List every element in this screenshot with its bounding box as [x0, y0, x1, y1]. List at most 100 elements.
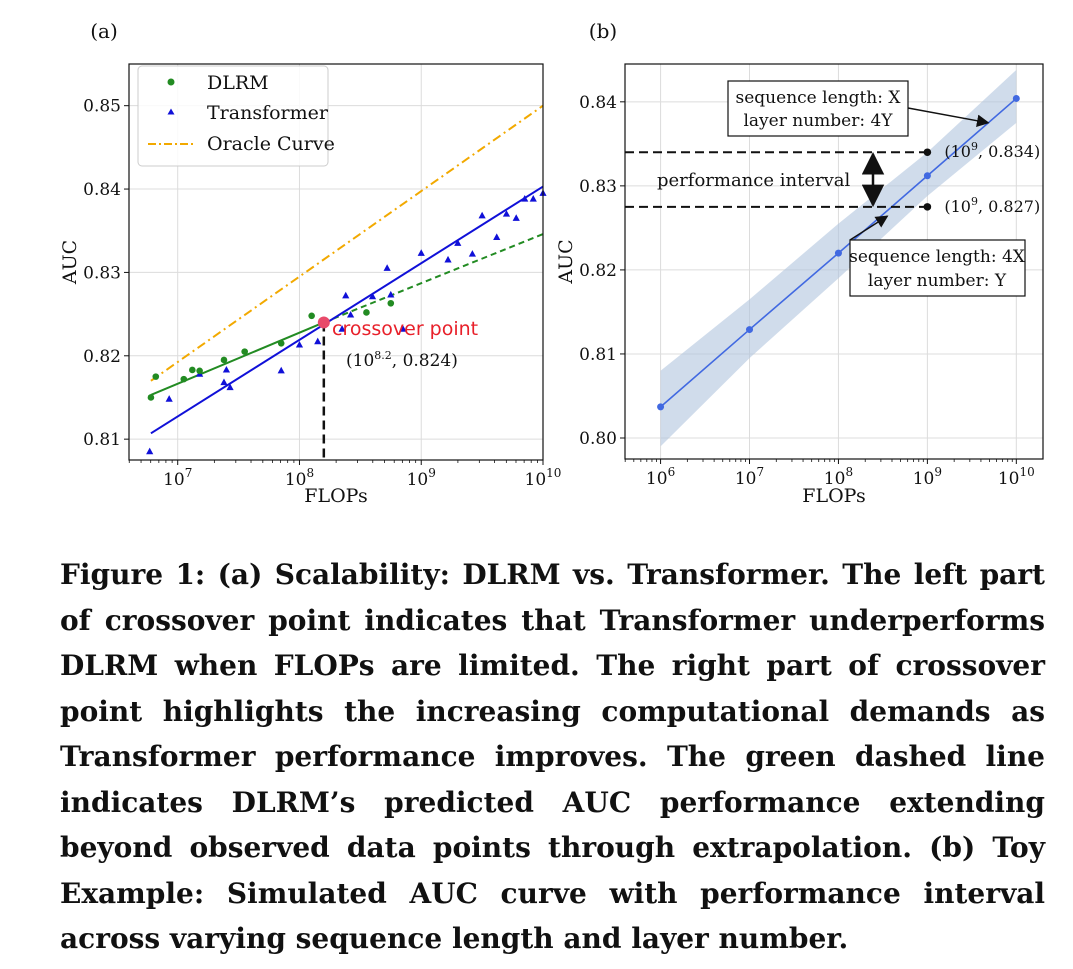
legend-transformer-marker	[167, 108, 175, 115]
legend-dlrm-label: DLRM	[207, 72, 269, 94]
crossover-coordinate-label: (108.2, 0.824)	[346, 349, 458, 371]
dlrm-point	[147, 394, 155, 401]
annotation-bottom-line1: sequence length: 4X	[849, 247, 1026, 267]
annotation-box-bottom: sequence length: 4X layer number: Y	[849, 239, 1026, 297]
y-tick-label: 0.81	[83, 430, 121, 450]
panel-b-ticks: 106 107 108 109 1010 0.80 0.81 0.82 0.83 0.84	[579, 93, 1035, 489]
transformer-point	[521, 195, 529, 202]
panel-b-plot-area: (109, 0.834) (109, 0.827)	[625, 69, 1040, 447]
dlrm-point	[180, 375, 188, 383]
panel-a-legend: DLRM Transformer Oracle Curve	[137, 65, 335, 167]
reference-point-label: (109, 0.834)	[944, 140, 1040, 161]
y-tick-label: 0.80	[579, 429, 617, 449]
legend-transformer-label: Transformer	[207, 102, 329, 124]
auc-curve-point	[1012, 94, 1020, 102]
legend-dlrm-marker	[167, 78, 175, 86]
reference-point	[923, 148, 932, 157]
y-tick-label: 0.81	[579, 345, 617, 365]
panel-a-y-axis-label: AUC	[59, 240, 81, 285]
annotation-bottom-line2: layer number: Y	[868, 271, 1007, 291]
x-tick-label: 108	[285, 466, 314, 490]
transformer-point	[222, 365, 231, 373]
transformer-point	[338, 325, 346, 332]
transformer-point	[502, 210, 511, 217]
transformer-point	[368, 292, 377, 300]
legend-oracle-label: Oracle Curve	[207, 133, 335, 155]
y-tick-label: 0.82	[579, 261, 617, 281]
panel-a-frame	[128, 63, 544, 461]
transformer-point	[226, 383, 234, 391]
panel-b-label: (b)	[589, 19, 617, 43]
y-tick-label: 0.85	[83, 97, 121, 117]
confidence-band	[660, 69, 1017, 447]
dlrm-point	[189, 366, 196, 374]
y-tick-label: 0.83	[83, 263, 121, 283]
dlrm-point	[152, 373, 160, 380]
dlrm-point	[363, 309, 370, 316]
reference-point-label: (109, 0.827)	[944, 195, 1040, 216]
panel-b-frame	[624, 63, 1044, 460]
crossover-point-label: crossover point	[332, 318, 478, 340]
dlrm-point	[387, 299, 395, 307]
dlrm-point	[196, 367, 203, 375]
transformer-point	[342, 291, 350, 299]
transformer-point	[529, 195, 537, 202]
transformer-point	[468, 250, 476, 257]
x-tick-label: 108	[824, 465, 853, 489]
panel-a-chart: (a) 107 108 109 1010 0.81 0.82 0.83 0.84 0.85 FL…	[59, 19, 561, 507]
panel-b-y-axis-label: AUC	[555, 239, 577, 284]
transformer-point	[454, 239, 462, 246]
x-tick-label: 107	[735, 465, 764, 489]
y-tick-label: 0.84	[83, 180, 121, 200]
transformer-point	[417, 249, 425, 256]
transformer-point	[493, 233, 501, 241]
transformer-point	[277, 366, 285, 374]
x-tick-label: 1010	[525, 466, 562, 490]
auc-curve-point	[657, 403, 665, 411]
transformer-point	[165, 395, 173, 402]
auc-curve-point	[834, 249, 842, 257]
transformer-point	[146, 447, 154, 455]
performance-interval-label: performance interval	[657, 170, 850, 191]
auc-curve-point	[746, 326, 754, 334]
transformer-point	[295, 340, 304, 348]
annotation-bottom-leader	[849, 215, 889, 241]
panel-a-ticks: 107 108 109 1010 0.81 0.82 0.83 0.84 0.85	[83, 97, 561, 490]
annotation-box-bottom-frame	[849, 239, 1026, 297]
figure-caption: Figure 1: (a) Scalability: DLRM vs. Tran…	[60, 558, 1045, 955]
x-tick-label: 109	[913, 465, 942, 489]
transformer-point	[512, 214, 520, 221]
auc-curve-point	[923, 172, 931, 180]
dlrm-point	[220, 356, 228, 364]
transformer-fit-line	[150, 185, 544, 435]
x-tick-label: 109	[407, 466, 436, 490]
dlrm-extrapolation-line	[323, 233, 544, 324]
panel-b-chart: (b) (109, 0.834) (109, 0.827) 106 107 108 10…	[555, 19, 1044, 507]
dlrm-fit-line	[150, 321, 325, 396]
transformer-point	[399, 325, 407, 332]
x-tick-label: 106	[646, 465, 675, 489]
dlrm-point	[277, 339, 285, 347]
annotation-box-top-frame	[727, 80, 909, 137]
transformer-point	[220, 378, 228, 386]
transformer-point	[314, 337, 322, 345]
transformer-point	[383, 264, 391, 271]
y-tick-label: 0.82	[83, 347, 121, 367]
y-tick-label: 0.83	[579, 177, 617, 197]
annotation-top-line2: layer number: 4Y	[743, 111, 893, 131]
panel-a-x-axis-label: FLOPs	[304, 485, 367, 507]
transformer-point	[347, 310, 355, 318]
dlrm-point	[241, 348, 248, 355]
figure-canvas: (a) 107 108 109 1010 0.81 0.82 0.83 0.84 0.85 FL…	[59, 19, 1044, 507]
annotation-top-leader	[907, 107, 990, 127]
panel-a-label: (a)	[90, 19, 118, 43]
transformer-point	[387, 290, 395, 298]
transformer-point	[478, 211, 486, 219]
reference-point	[923, 203, 932, 211]
oracle-curve-line	[150, 104, 544, 382]
transformer-point	[444, 255, 452, 263]
annotation-box-top: sequence length: X layer number: 4Y	[727, 80, 909, 137]
panel-b-x-axis-label: FLOPs	[802, 485, 865, 507]
x-tick-label: 107	[163, 466, 192, 490]
legend-box	[137, 65, 329, 167]
